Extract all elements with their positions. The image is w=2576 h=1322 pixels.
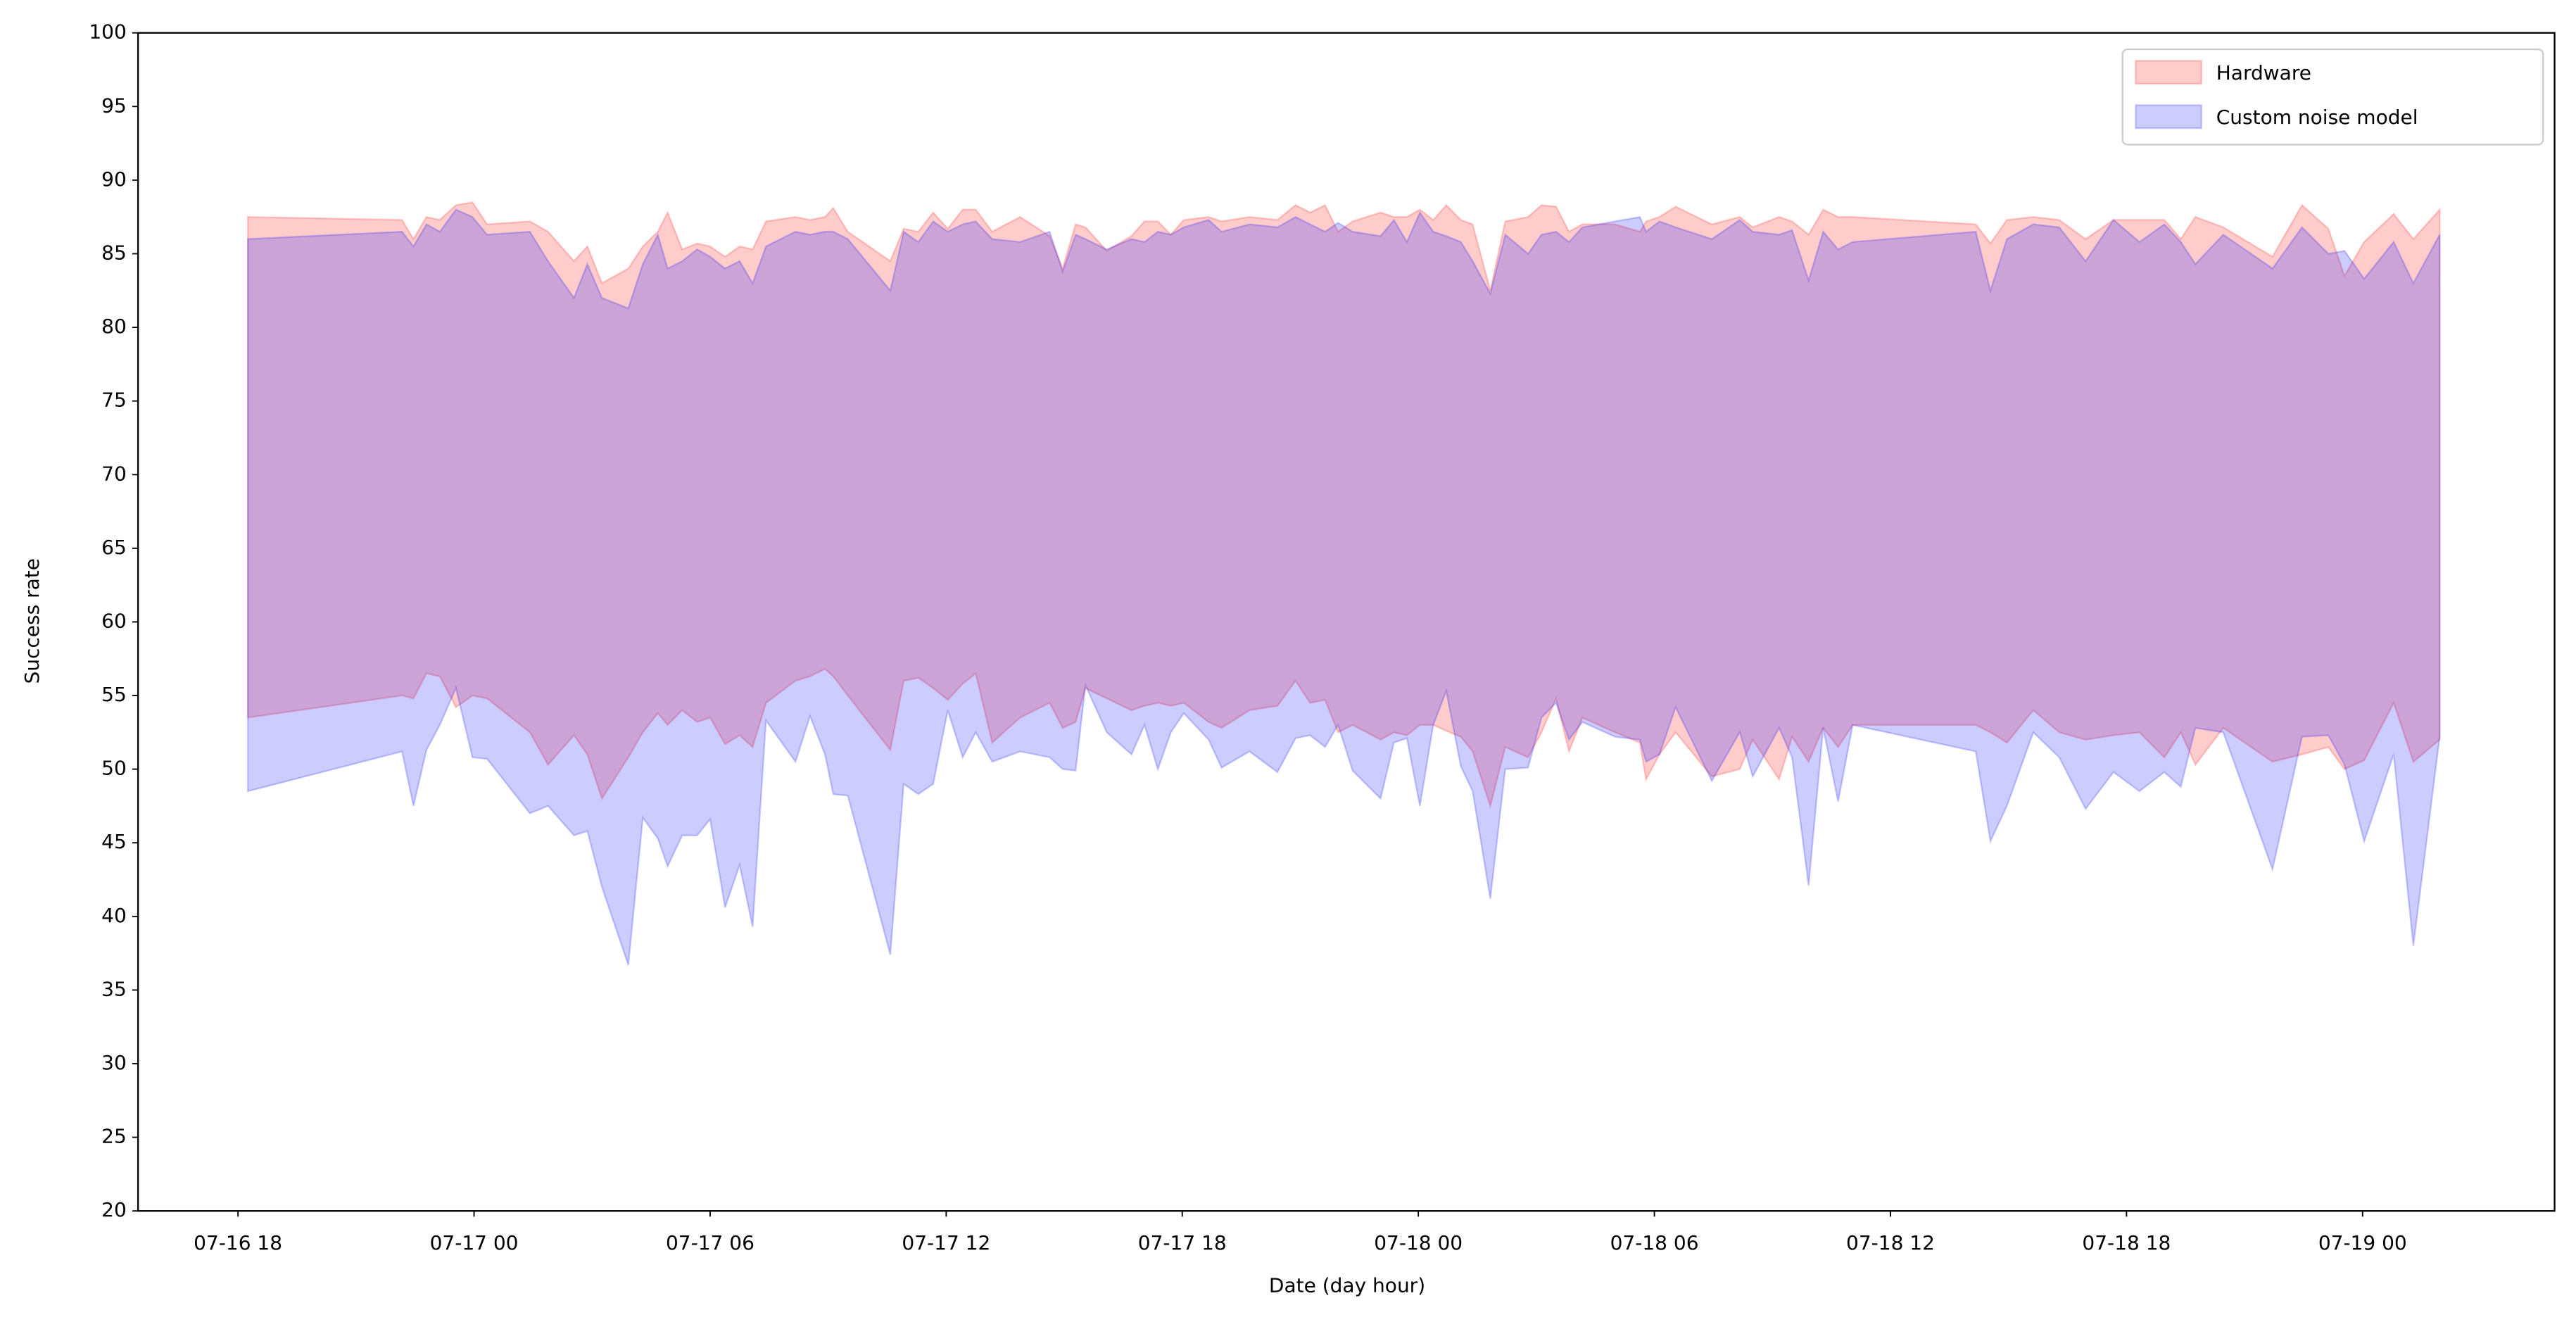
x-tick-label: 07-17 18 bbox=[1138, 1231, 1227, 1254]
x-tick-label: 07-18 12 bbox=[1846, 1231, 1935, 1254]
legend-label: Custom noise model bbox=[2216, 106, 2418, 129]
y-tick-label: 80 bbox=[101, 315, 127, 338]
y-tick-label: 70 bbox=[101, 462, 127, 485]
y-tick-label: 30 bbox=[101, 1051, 127, 1074]
x-tick-label: 07-17 12 bbox=[902, 1231, 990, 1254]
y-tick-label: 35 bbox=[101, 977, 127, 1000]
y-tick-label: 100 bbox=[89, 20, 126, 44]
plot-area bbox=[246, 201, 2441, 966]
legend-swatch bbox=[2135, 104, 2202, 130]
range-area bbox=[246, 208, 2441, 966]
x-tick-label: 07-18 06 bbox=[1610, 1231, 1699, 1254]
x-tick-label: 07-18 00 bbox=[1374, 1231, 1463, 1254]
x-tick-label: 07-19 00 bbox=[2318, 1231, 2407, 1254]
range-area bbox=[246, 201, 2441, 810]
x-tick-label: 07-16 18 bbox=[194, 1231, 282, 1254]
y-tick-label: 45 bbox=[101, 830, 127, 853]
y-tick-label: 90 bbox=[101, 168, 127, 191]
y-tick-label: 55 bbox=[101, 683, 127, 706]
y-tick-label: 85 bbox=[101, 241, 127, 264]
y-axis-label: Success rate bbox=[20, 558, 44, 684]
legend: Hardware Custom noise model bbox=[2121, 48, 2544, 146]
y-tick-label: 75 bbox=[101, 389, 127, 412]
legend-box bbox=[2121, 48, 2544, 146]
legend-label: Hardware bbox=[2216, 61, 2311, 84]
y-tick-label: 20 bbox=[101, 1198, 127, 1221]
y-tick-label: 60 bbox=[101, 609, 127, 632]
y-tick-label: 40 bbox=[101, 904, 127, 927]
y-tick-label: 65 bbox=[101, 536, 127, 559]
x-axis-label: Date (day hour) bbox=[1269, 1274, 1425, 1297]
y-tick-label: 25 bbox=[101, 1125, 127, 1148]
y-tick-label: 95 bbox=[101, 94, 127, 117]
x-tick-label: 07-17 00 bbox=[430, 1231, 519, 1254]
y-tick-label: 50 bbox=[101, 757, 127, 780]
legend-swatch bbox=[2135, 60, 2202, 85]
x-tick-label: 07-18 18 bbox=[2082, 1231, 2171, 1254]
x-tick-label: 07-17 06 bbox=[666, 1231, 755, 1254]
